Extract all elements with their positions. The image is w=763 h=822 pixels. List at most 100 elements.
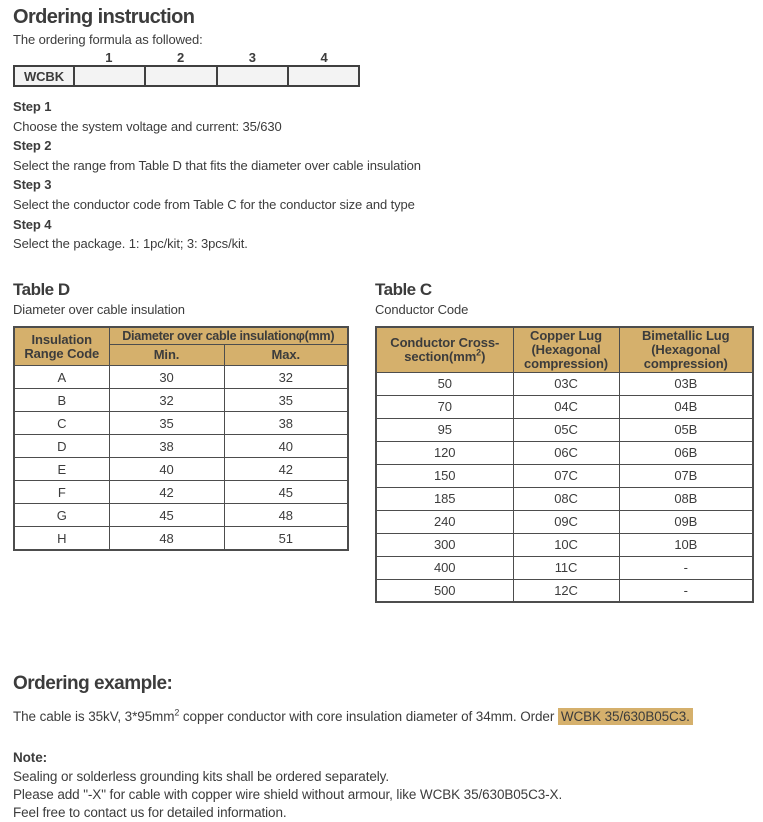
ordering-formula: 1 2 3 4 WCBK — [13, 50, 360, 87]
steps-list: Step 1 Choose the system voltage and cur… — [13, 97, 763, 254]
cross-section-header-close: ) — [481, 348, 486, 364]
table-row: 95 05C 05B — [375, 417, 754, 442]
min-cell: 30 — [108, 365, 225, 390]
bimetallic-lug-cell: 10B — [618, 532, 754, 557]
formula-position-label: 1 — [105, 50, 113, 65]
note-title: Note: — [13, 750, 47, 766]
table-c: Conductor Cross-section(mm2) Copper Lug … — [375, 325, 754, 604]
insulation-code-cell: C — [13, 411, 110, 436]
max-cell: 38 — [223, 411, 349, 436]
table-c-cross-section-header: Conductor Cross-section(mm2) — [375, 326, 514, 373]
step-4-label: Step 4 — [13, 216, 52, 232]
cross-section-cell: 500 — [375, 578, 514, 603]
max-cell: 51 — [223, 526, 349, 551]
cross-section-header-sup: 2 — [476, 347, 482, 358]
formula-position-label: 2 — [177, 50, 185, 65]
copper-lug-cell: 03C — [512, 371, 620, 396]
table-row: 120 06C 06B — [375, 440, 754, 465]
table-row: G 45 48 — [13, 503, 349, 528]
formula-slot-cell-1 — [73, 67, 144, 85]
table-row: 50 03C 03B — [375, 371, 754, 396]
max-cell: 48 — [223, 503, 349, 528]
step-1-text: Choose the system voltage and current: 3… — [13, 118, 282, 134]
tables-section: Table D Diameter over cable insulation I… — [13, 280, 763, 604]
note-line-3: Feel free to contact us for detailed inf… — [13, 805, 287, 821]
formula-intro: The ordering formula as followed: — [13, 32, 203, 47]
cross-section-cell: 95 — [375, 417, 514, 442]
formula-position-numbers: 1 2 3 4 — [13, 50, 360, 65]
table-d-block: Table D Diameter over cable insulation I… — [13, 279, 349, 551]
min-cell: 38 — [108, 434, 225, 459]
table-row: 400 11C - — [375, 555, 754, 580]
table-row: A 30 32 — [13, 365, 349, 390]
table-row: C 35 38 — [13, 411, 349, 436]
cross-section-cell: 150 — [375, 463, 514, 488]
table-d-title: Table D — [13, 279, 70, 299]
note-line-1: Sealing or solderless grounding kits sha… — [13, 768, 389, 784]
step-2-text: Select the range from Table D that fits … — [13, 157, 421, 173]
table-c-title: Table C — [375, 279, 432, 299]
formula-position-label: 3 — [248, 50, 256, 65]
table-d-min-header: Min. — [108, 344, 225, 367]
insulation-code-cell: H — [13, 526, 110, 551]
cross-section-cell: 185 — [375, 486, 514, 511]
table-row: 500 12C - — [375, 578, 754, 603]
formula-table: WCBK — [13, 65, 360, 87]
min-cell: 40 — [108, 457, 225, 482]
table-c-bimetallic-header: Bimetallic Lug (Hexagonal compression) — [618, 326, 754, 373]
table-d: Insulation Range Code Diameter over cabl… — [13, 325, 349, 551]
ordering-example-text: The cable is 35kV, 3*95mm2 copper conduc… — [13, 708, 763, 726]
min-cell: 48 — [108, 526, 225, 551]
order-code-highlight: WCBK 35/630B05C3. — [557, 708, 693, 726]
table-d-subtitle: Diameter over cable insulation — [13, 301, 185, 317]
bimetallic-lug-cell: - — [618, 555, 754, 580]
table-row: E 40 42 — [13, 457, 349, 482]
bimetallic-lug-cell: 05B — [618, 417, 754, 442]
bimetallic-lug-cell: 03B — [618, 371, 754, 396]
table-row: F 42 45 — [13, 480, 349, 505]
cross-section-cell: 120 — [375, 440, 514, 465]
example-superscript: 2 — [174, 707, 180, 718]
min-cell: 35 — [108, 411, 225, 436]
table-d-diameter-header: Diameter over cable insulationφ(mm) — [108, 326, 349, 346]
table-c-subtitle: Conductor Code — [375, 301, 469, 317]
bimetallic-lug-cell: 04B — [618, 394, 754, 419]
step-4-text: Select the package. 1: 1pc/kit; 3: 3pcs/… — [13, 236, 248, 252]
step-1-label: Step 1 — [13, 99, 52, 114]
bimetallic-lug-cell: - — [618, 578, 754, 603]
cross-section-cell: 400 — [375, 555, 514, 580]
table-c-copper-header: Copper Lug (Hexagonal compression) — [512, 326, 620, 373]
max-cell: 32 — [223, 365, 349, 390]
cross-section-cell: 240 — [375, 509, 514, 534]
ordering-example-section: Ordering example: The cable is 35kV, 3*9… — [13, 673, 763, 726]
table-row: 150 07C 07B — [375, 463, 754, 488]
copper-lug-cell: 06C — [512, 440, 620, 465]
max-cell: 45 — [223, 480, 349, 505]
table-row: 300 10C 10B — [375, 532, 754, 557]
example-text-after: copper conductor with core insulation di… — [179, 709, 558, 725]
note-line-2: Please add "-X" for cable with copper wi… — [13, 786, 563, 802]
table-row: B 32 35 — [13, 388, 349, 413]
example-text-before: The cable is 35kV, 3*95mm — [13, 709, 175, 725]
cross-section-cell: 50 — [375, 371, 514, 396]
note-section: Note: Sealing or solderless grounding ki… — [13, 749, 763, 822]
insulation-code-cell: A — [13, 365, 110, 390]
copper-lug-cell: 11C — [512, 555, 620, 580]
cross-section-header-text: Conductor Cross-section(mm — [390, 334, 500, 364]
insulation-code-cell: E — [13, 457, 110, 482]
page-title: Ordering instruction — [13, 6, 195, 28]
table-row: H 48 51 — [13, 526, 349, 551]
cross-section-cell: 70 — [375, 394, 514, 419]
table-d-max-header: Max. — [223, 344, 349, 367]
formula-slot-cell-4 — [286, 67, 358, 85]
bimetallic-lug-cell: 09B — [618, 509, 754, 534]
max-cell: 35 — [223, 388, 349, 413]
min-cell: 42 — [108, 480, 225, 505]
copper-lug-cell: 08C — [512, 486, 620, 511]
table-row: D 38 40 — [13, 434, 349, 459]
min-cell: 45 — [108, 503, 225, 528]
copper-lug-cell: 07C — [512, 463, 620, 488]
ordering-example-title: Ordering example: — [13, 673, 173, 695]
step-3-label: Step 3 — [13, 177, 52, 193]
